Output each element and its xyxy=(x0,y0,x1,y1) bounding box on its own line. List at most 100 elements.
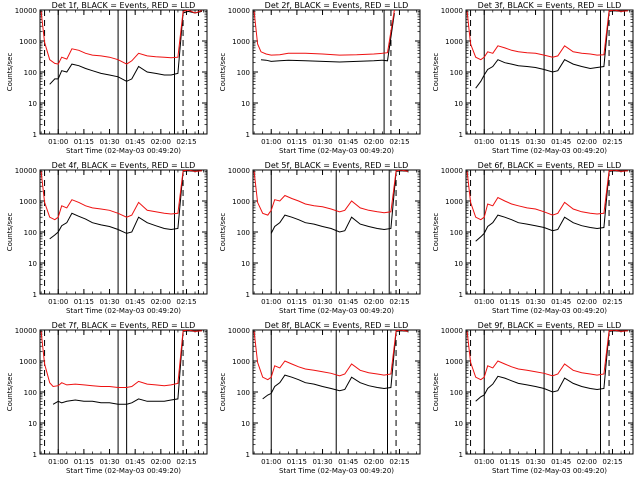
plot-title: Det 7f, BLACK = Events, RED = LLD xyxy=(52,321,196,330)
y-tick-label: 1000 xyxy=(232,38,250,46)
x-tick-label: 02:15 xyxy=(176,138,196,146)
x-tick-label: 02:00 xyxy=(151,298,171,306)
y-tick-label: 100 xyxy=(237,69,250,77)
x-tick-label: 02:15 xyxy=(389,138,409,146)
detector-plot-5: Det 5f, BLACK = Events, RED = LLD 1 10 100 1… xyxy=(219,161,421,315)
y-tick-label: 10000 xyxy=(228,167,250,175)
x-tick-label: 01:45 xyxy=(338,458,358,466)
x-tick-label: 01:30 xyxy=(525,298,545,306)
x-tick-label: 01:00 xyxy=(474,298,494,306)
x-tick-label: 01:00 xyxy=(474,458,494,466)
series-line-lld xyxy=(253,10,395,56)
x-tick-label: 01:45 xyxy=(125,298,145,306)
x-tick-label: 01:00 xyxy=(48,298,68,306)
y-tick-label: 1 xyxy=(459,451,463,459)
x-tick-label: 02:15 xyxy=(176,298,196,306)
y-tick-label: 1000 xyxy=(19,358,37,366)
series-line-lld xyxy=(40,170,202,221)
x-tick-label: 01:15 xyxy=(287,458,307,466)
y-tick-label: 10000 xyxy=(441,167,463,175)
y-tick-label: 10 xyxy=(454,100,463,108)
series-line-events xyxy=(260,12,395,63)
x-tick-label: 01:15 xyxy=(74,458,94,466)
x-tick-label: 01:30 xyxy=(312,298,332,306)
plot-title: Det 1f, BLACK = Events, RED = LLD xyxy=(52,1,196,10)
x-axis-label: Start Time (02-May-03 00:49:20) xyxy=(279,467,394,475)
x-tick-label: 02:00 xyxy=(151,458,171,466)
y-tick-label: 100 xyxy=(24,389,37,397)
detector-plot-4: Det 4f, BLACK = Events, RED = LLD 1 10 100 1… xyxy=(6,161,208,315)
detector-plot-8: Det 8f, BLACK = Events, RED = LLD 1 10 100 1… xyxy=(219,321,421,475)
series-line-events xyxy=(475,330,628,402)
x-axis-label: Start Time (02-May-03 00:49:20) xyxy=(492,467,607,475)
series-line-events xyxy=(49,10,203,85)
y-axis-label: Counts/sec xyxy=(432,373,440,412)
y-tick-label: 1000 xyxy=(445,198,463,206)
plot-title: Det 4f, BLACK = Events, RED = LLD xyxy=(52,161,196,170)
x-tick-label: 02:00 xyxy=(364,298,384,306)
series-line-lld xyxy=(466,330,628,381)
series-line-events xyxy=(49,170,202,240)
x-tick-label: 01:30 xyxy=(99,458,119,466)
detector-plot-2: Det 2f, BLACK = Events, RED = LLD 1 10 100 1… xyxy=(219,1,421,155)
x-tick-label: 01:00 xyxy=(474,138,494,146)
y-axis-label: Counts/sec xyxy=(432,213,440,252)
y-axis-label: Counts/sec xyxy=(219,373,227,412)
x-tick-label: 02:00 xyxy=(577,298,597,306)
series-line-lld xyxy=(40,10,203,65)
x-axis-label: Start Time (02-May-03 00:49:20) xyxy=(66,147,181,155)
x-axis-label: Start Time (02-May-03 00:49:20) xyxy=(66,467,181,475)
y-tick-label: 10 xyxy=(241,260,250,268)
y-tick-label: 100 xyxy=(237,229,250,237)
y-tick-label: 10 xyxy=(28,260,37,268)
detector-plot-9: Det 9f, BLACK = Events, RED = LLD 1 10 100 1… xyxy=(432,321,634,475)
x-tick-label: 01:30 xyxy=(312,458,332,466)
y-tick-label: 10 xyxy=(28,420,37,428)
y-tick-label: 1000 xyxy=(445,358,463,366)
series-line-events xyxy=(52,330,202,405)
x-axis-label: Start Time (02-May-03 00:49:20) xyxy=(279,147,394,155)
x-tick-label: 01:15 xyxy=(287,138,307,146)
x-tick-label: 01:45 xyxy=(551,138,571,146)
y-tick-label: 1 xyxy=(246,291,250,299)
plot-title: Det 6f, BLACK = Events, RED = LLD xyxy=(478,161,622,170)
series-line-events xyxy=(475,10,628,89)
detector-plot-7: Det 7f, BLACK = Events, RED = LLD 1 10 100 1… xyxy=(6,321,208,475)
x-tick-label: 01:00 xyxy=(261,458,281,466)
y-tick-label: 100 xyxy=(450,389,463,397)
plot-frame xyxy=(252,9,421,135)
x-tick-label: 01:45 xyxy=(125,458,145,466)
plot-title: Det 8f, BLACK = Events, RED = LLD xyxy=(265,321,409,330)
y-tick-label: 100 xyxy=(24,69,37,77)
x-axis-label: Start Time (02-May-03 00:49:20) xyxy=(492,147,607,155)
x-tick-label: 01:00 xyxy=(261,298,281,306)
series-line-events xyxy=(270,170,409,234)
y-tick-label: 100 xyxy=(450,69,463,77)
y-tick-label: 1000 xyxy=(19,198,37,206)
x-tick-label: 01:15 xyxy=(74,138,94,146)
y-tick-label: 10 xyxy=(28,100,37,108)
plot-title: Det 5f, BLACK = Events, RED = LLD xyxy=(265,161,409,170)
x-tick-label: 02:00 xyxy=(577,458,597,466)
x-tick-label: 01:00 xyxy=(48,458,68,466)
x-tick-label: 02:15 xyxy=(176,458,196,466)
series-line-lld xyxy=(253,170,409,216)
y-tick-label: 100 xyxy=(450,229,463,237)
y-tick-label: 10 xyxy=(241,420,250,428)
y-tick-label: 1 xyxy=(33,291,37,299)
y-tick-label: 10000 xyxy=(441,7,463,15)
plot-title: Det 3f, BLACK = Events, RED = LLD xyxy=(478,1,622,10)
y-tick-label: 1000 xyxy=(445,38,463,46)
series-line-events xyxy=(262,330,409,400)
x-tick-label: 02:15 xyxy=(602,138,622,146)
plot-title: Det 2f, BLACK = Events, RED = LLD xyxy=(265,1,409,10)
y-tick-label: 10 xyxy=(454,260,463,268)
series-line-lld xyxy=(466,10,628,61)
y-tick-label: 1000 xyxy=(19,38,37,46)
y-tick-label: 10000 xyxy=(441,327,463,335)
x-tick-label: 01:30 xyxy=(525,458,545,466)
y-tick-label: 1 xyxy=(246,131,250,139)
x-tick-label: 02:00 xyxy=(151,138,171,146)
y-axis-label: Counts/sec xyxy=(219,53,227,92)
